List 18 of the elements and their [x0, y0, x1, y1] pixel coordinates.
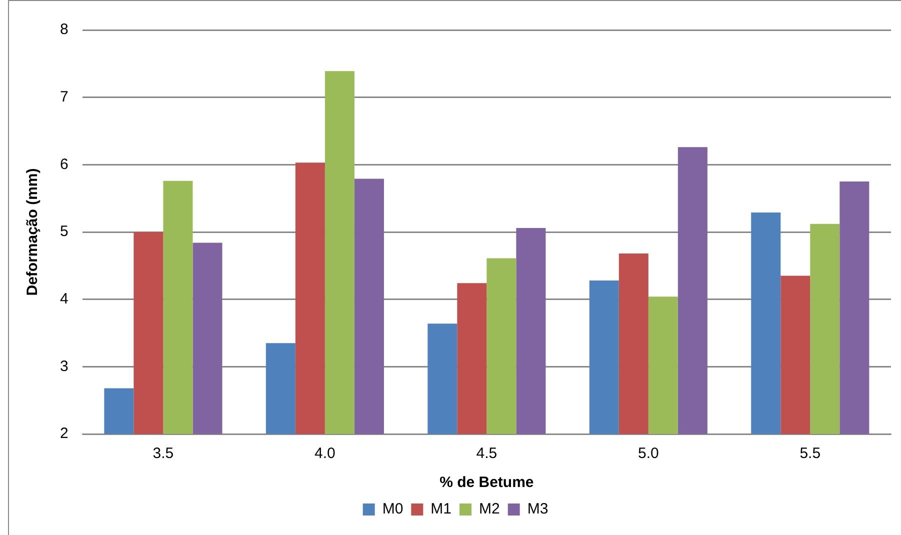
x-tick-label: 4.5 — [476, 445, 498, 462]
legend-label: M1 — [430, 500, 452, 518]
legend-label: M0 — [382, 500, 404, 518]
x-axis-title: % de Betume — [440, 474, 534, 492]
x-tick-label: 5.5 — [800, 445, 821, 462]
y-tick-label: 3 — [60, 358, 68, 375]
y-tick-label: 5 — [60, 223, 68, 240]
y-tick-label: 8 — [60, 21, 68, 38]
legend-label: M2 — [479, 500, 500, 518]
x-tick-label: 4.0 — [314, 445, 336, 462]
legend-label: M3 — [527, 500, 548, 518]
y-tick-label: 6 — [60, 156, 68, 173]
y-tick-label: 4 — [60, 290, 68, 308]
x-tick-label: 3.5 — [152, 445, 174, 462]
x-tick-label: 5.0 — [638, 445, 659, 462]
y-tick-label: 2 — [60, 425, 68, 442]
y-axis-title: Deformação (mm) — [24, 168, 42, 296]
y-tick-label: 7 — [60, 88, 68, 106]
